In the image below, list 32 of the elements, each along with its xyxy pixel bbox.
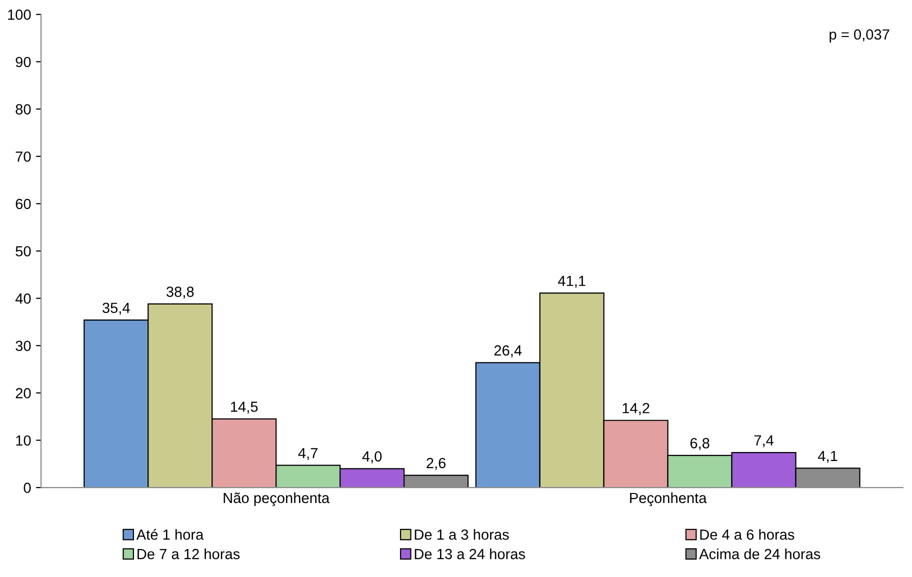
annotation: p = 0,037 [830,29,890,43]
y-tick-label: 60 [16,198,31,210]
data-label: 4,1 [818,450,838,463]
legend-label: De 4 a 6 horas [700,529,794,540]
x-tick-label: Peçonhenta [630,492,707,506]
data-label: 14,5 [231,402,258,414]
y-tick-label: 30 [16,340,31,352]
y-tick-label: 40 [15,293,31,304]
data-label: 14,2 [622,403,650,416]
legend-label: De 1 a 3 horas [414,529,509,540]
data-label: 38,8 [166,286,194,299]
y-tick-label: 90 [16,56,31,68]
y-tick-label: 10 [16,435,31,446]
legend-label: Acima de 24 horas [699,548,820,560]
data-label: 35,4 [102,302,130,315]
legend-label: De 13 a 24 horas [414,548,526,560]
y-tick-label: 100 [8,10,31,20]
data-label: 4,0 [362,451,382,464]
data-label: 2,6 [426,458,446,470]
y-tick-label: 50 [16,246,31,256]
data-label: 6,8 [690,438,710,450]
data-label: 26,4 [494,345,522,358]
legend-label: Até 1 hora [136,528,204,540]
y-tick-label: 80 [16,104,31,114]
y-tick-label: 0 [24,482,31,493]
x-tick-label: Não peçonhenta [224,492,330,506]
data-label: 4,7 [298,448,318,460]
y-tick-label: 20 [16,388,31,398]
y-tick-label: 70 [16,151,31,162]
data-label: 7,4 [754,435,774,448]
data-label: 41,1 [558,276,586,288]
legend-label: De 7 a 12 horas [138,548,240,560]
